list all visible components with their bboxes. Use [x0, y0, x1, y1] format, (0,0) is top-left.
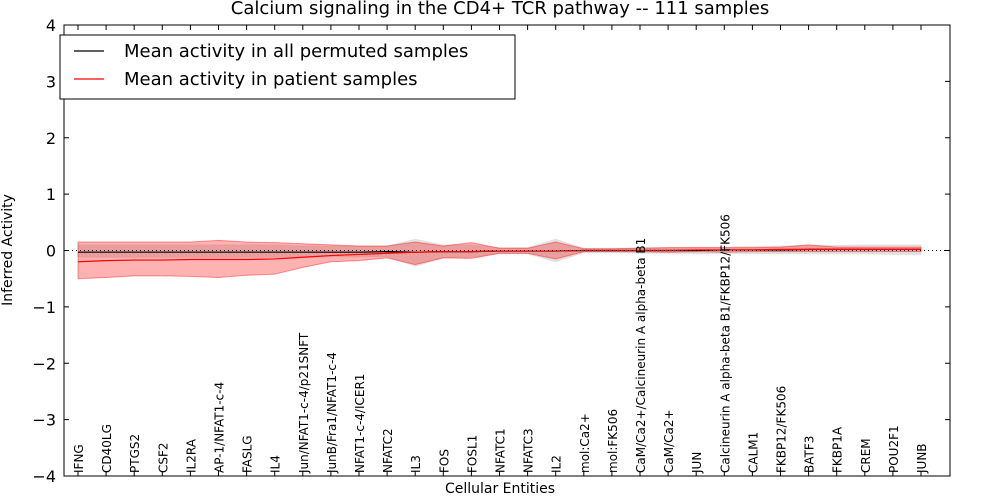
- x-tick-label: NFATC1: [494, 428, 508, 473]
- series-lines: [64, 248, 950, 263]
- y-tick-label: 4: [46, 16, 56, 35]
- x-tick-label: mol:FK506: [606, 409, 620, 473]
- permuted-band: [77, 238, 922, 267]
- x-tick-label: NFATC2: [381, 428, 395, 473]
- x-tick-label: IFNG: [72, 444, 86, 473]
- legend: Mean activity in all permuted samples Me…: [59, 34, 516, 100]
- x-tick-label: PTGS2: [128, 434, 142, 473]
- x-tick-label: CD40LG: [100, 424, 114, 473]
- y-tick-label: −1: [32, 298, 56, 317]
- x-tick-label: POU2F1: [887, 425, 901, 473]
- y-axis-ticks: −4 −3 −2 −1 0 1 2 3 4: [32, 16, 950, 486]
- x-tick-label: IL2: [550, 455, 564, 473]
- x-tick-label: FOSL1: [465, 435, 479, 473]
- y-tick-label: −4: [32, 467, 56, 486]
- x-axis-ticks: IFNG CD40LG PTGS2 CSF2 IL2RA AP-1/NFAT1-c-4 FA…: [72, 25, 929, 476]
- x-tick-label: JUN: [690, 452, 704, 474]
- x-tick-label: JunB/Fra1/NFAT1-c-4: [325, 352, 339, 474]
- y-tick-label: 2: [46, 129, 56, 148]
- x-tick-label: BATF3: [803, 436, 817, 473]
- x-tick-label: FKBP12/FK506: [775, 386, 789, 473]
- y-tick-label: −2: [32, 354, 56, 373]
- legend-label-patient: Mean activity in patient samples: [124, 69, 418, 90]
- x-tick-label: CREM: [859, 438, 873, 473]
- legend-label-permuted: Mean activity in all permuted samples: [124, 41, 468, 62]
- x-tick-label: JUNB: [915, 443, 929, 474]
- x-tick-label: Jun/NFAT1-c-4/p21SNFT: [297, 332, 311, 474]
- legend-box: [59, 34, 516, 100]
- x-tick-label: AP-1/NFAT1-c-4: [213, 382, 227, 473]
- x-tick-label: CALM1: [746, 432, 760, 473]
- x-tick-label: FOS: [437, 449, 451, 473]
- x-tick-label: IL3: [409, 455, 423, 473]
- x-tick-label: FKBP1A: [831, 426, 845, 473]
- x-tick-label: CaM/Ca2+: [662, 409, 676, 473]
- y-tick-label: 3: [46, 72, 56, 91]
- x-tick-label: NFATC3: [522, 428, 536, 473]
- y-tick-label: 0: [46, 242, 56, 261]
- x-tick-label: IL4: [269, 455, 283, 473]
- chart-title: Calcium signaling in the CD4+ TCR pathwa…: [231, 0, 769, 19]
- x-tick-label: Calcineurin A alpha-beta B1/FKBP12/FK506: [718, 214, 732, 473]
- x-tick-label: mol:Ca2+: [578, 413, 592, 473]
- y-axis-label: Inferred Activity: [0, 194, 16, 306]
- x-tick-label: CSF2: [156, 442, 170, 473]
- x-axis-label: Cellular Entities: [445, 481, 555, 497]
- x-tick-label: CaM/Ca2+/Calcineurin A alpha-beta B1: [634, 238, 648, 473]
- x-tick-label: NFAT1-c-4/ICER1: [353, 374, 367, 473]
- x-tick-label: IL2RA: [184, 438, 198, 473]
- y-tick-label: −3: [32, 411, 56, 430]
- x-tick-label: FASLG: [241, 435, 255, 473]
- patient-mean-line: [77, 248, 921, 263]
- y-tick-label: 1: [46, 185, 56, 204]
